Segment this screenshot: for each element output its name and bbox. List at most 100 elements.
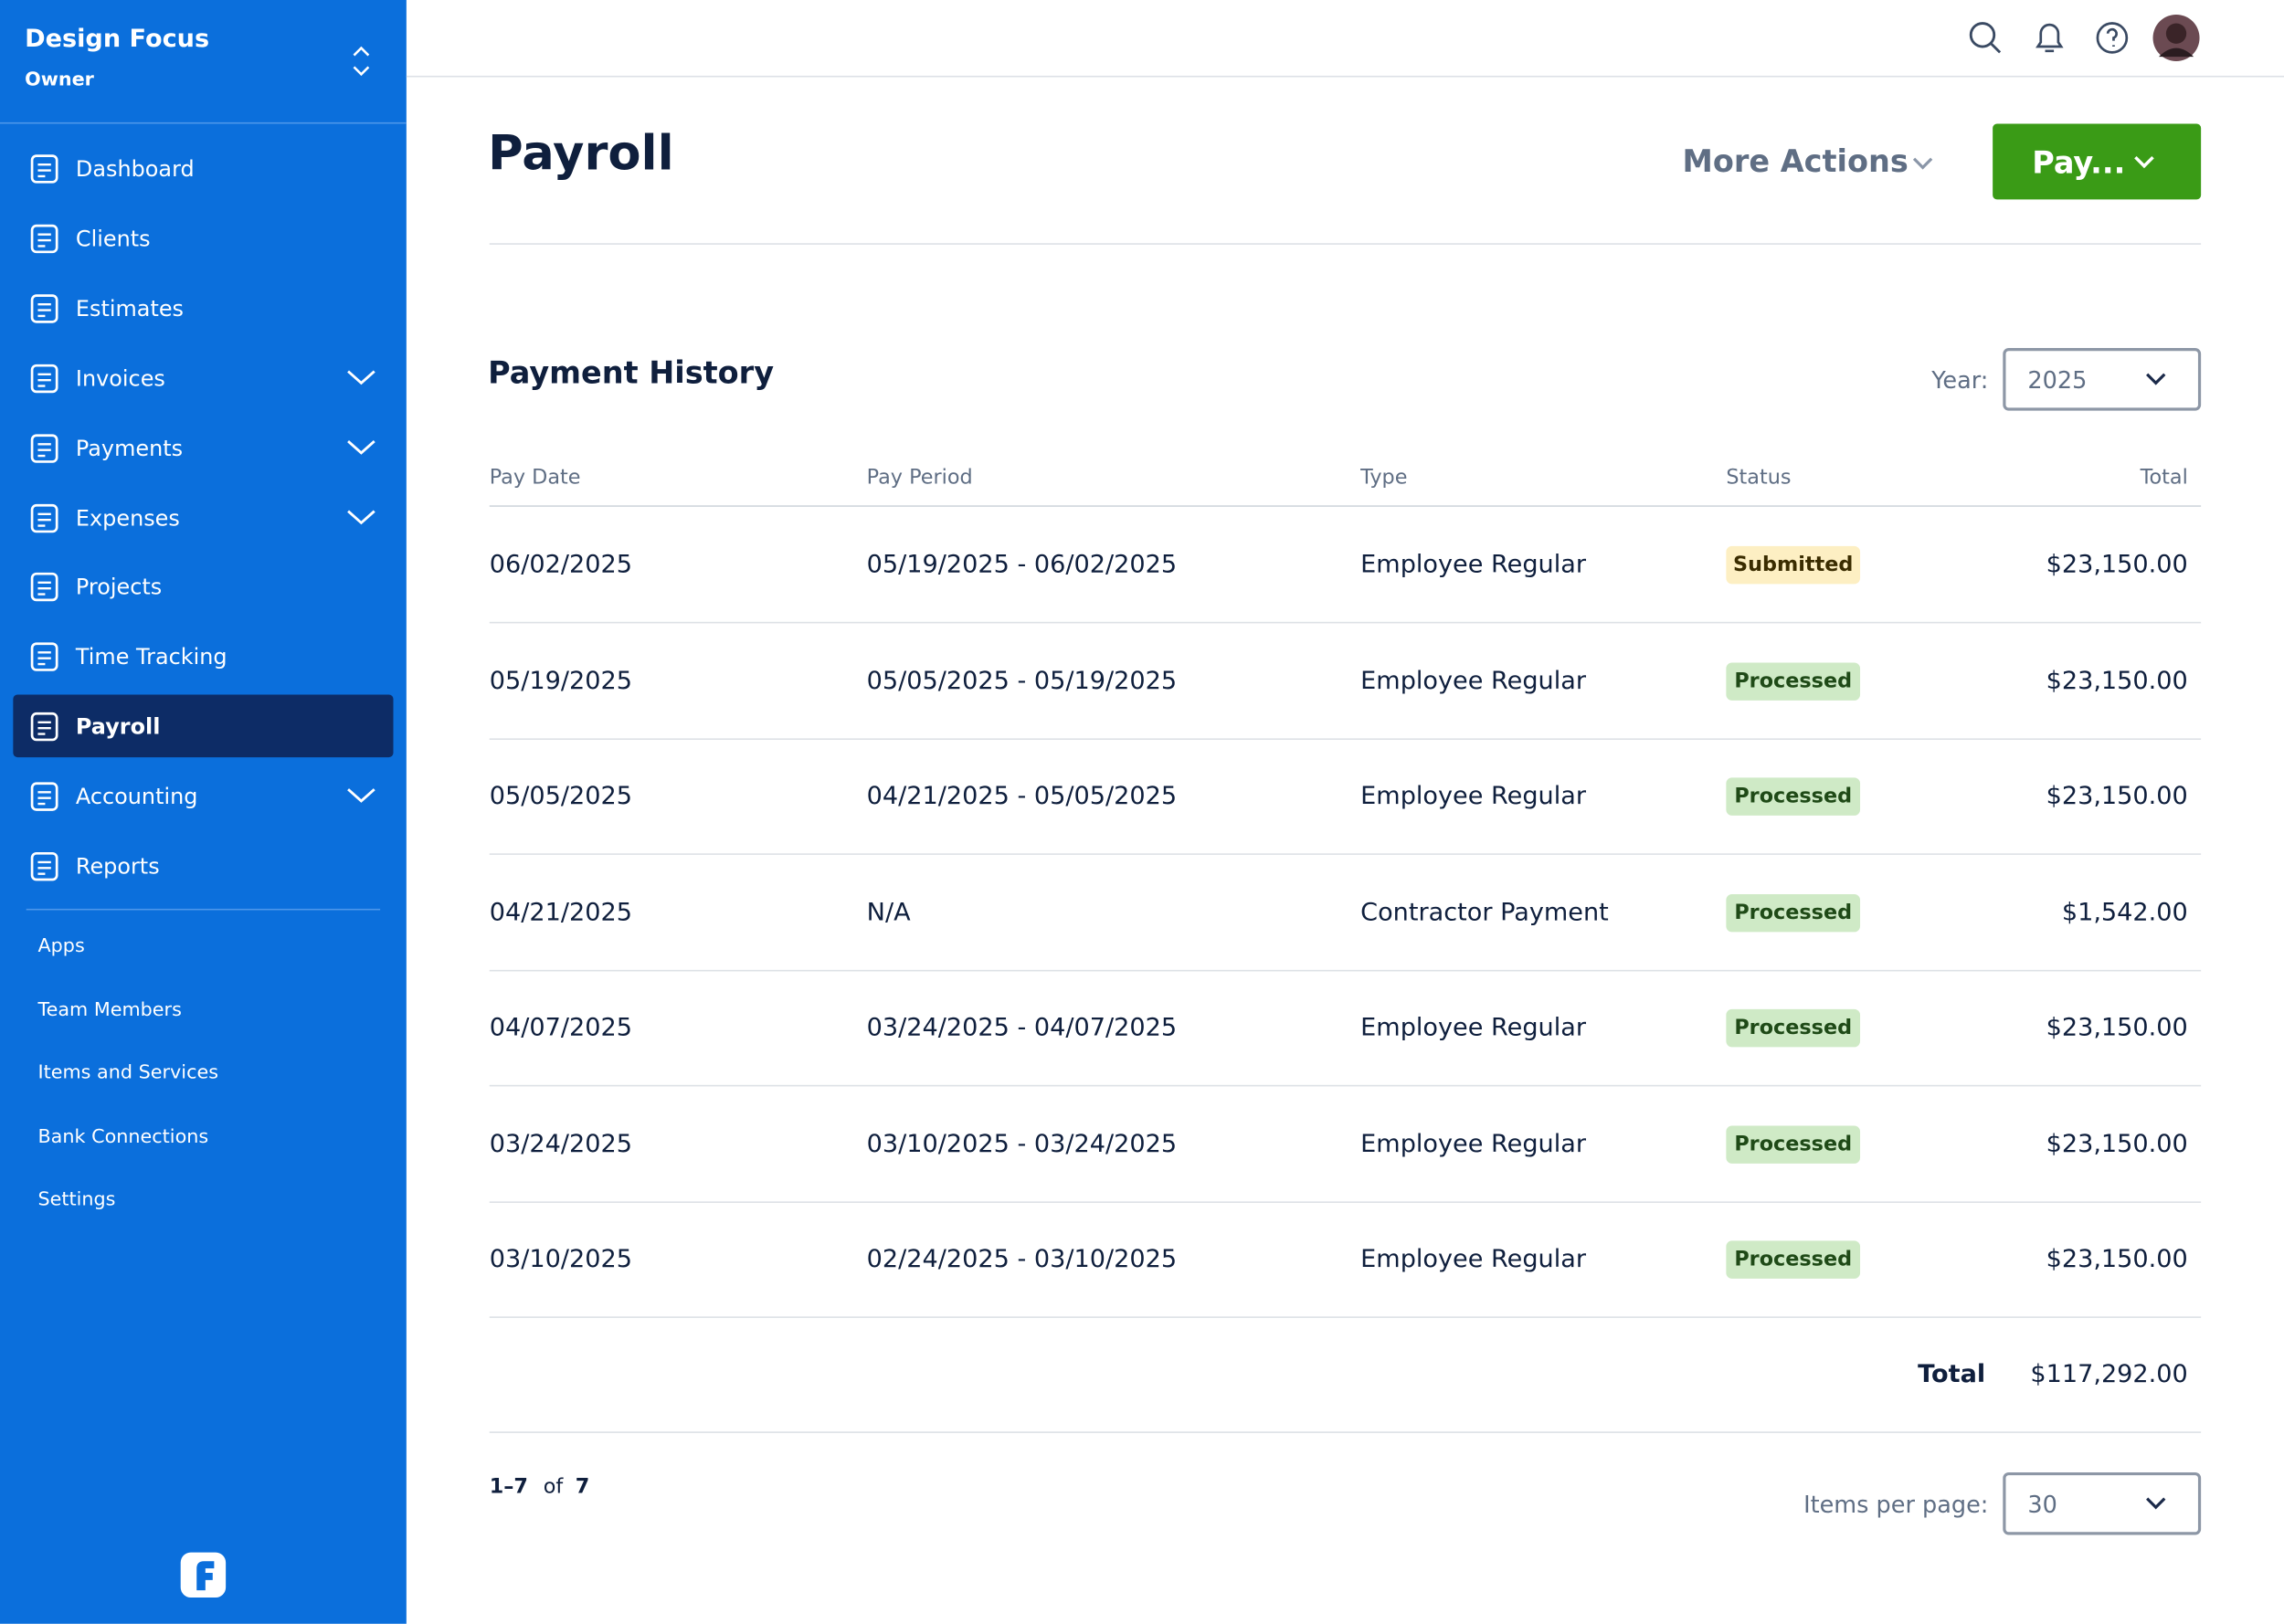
secondary-nav-item[interactable]: Apps (37, 935, 85, 958)
total-label: Total (1918, 1360, 1986, 1390)
nav-icon (30, 712, 58, 742)
cell: 04/07/2025 (489, 1013, 632, 1043)
expand-chevron[interactable] (345, 437, 377, 457)
column-header: Status (1726, 466, 1792, 490)
expand-chevron[interactable] (345, 786, 377, 806)
nav-icon (30, 364, 58, 393)
chevron (2134, 155, 2154, 169)
nav-item[interactable]: Dashboard (75, 155, 195, 183)
header-divider (489, 243, 2202, 245)
chevron (2146, 373, 2166, 385)
cell: 06/02/2025 (489, 550, 632, 580)
year-select[interactable] (2003, 348, 2202, 411)
company-name: Design Focus (25, 25, 210, 54)
nav-item[interactable]: Estimates (75, 295, 185, 322)
cell: $23,150.00 (2046, 782, 2188, 812)
cell: Employee Regular (1360, 782, 1587, 812)
expand-chevron[interactable] (345, 506, 377, 526)
row-line (489, 621, 2202, 624)
year-value[interactable]: 2025 (2027, 365, 2088, 395)
secondary-nav-item[interactable]: Team Members (37, 998, 182, 1021)
cell: $23,150.00 (2046, 550, 2188, 580)
status-badge (1726, 893, 1861, 932)
total-line (489, 1431, 2202, 1433)
page-of: of (543, 1475, 564, 1499)
nav-item[interactable]: Time Tracking (75, 644, 227, 670)
row-line (489, 1084, 2202, 1087)
chevron (2146, 1497, 2166, 1510)
cell: 04/21/2025 (489, 897, 632, 927)
cell: Contractor Payment (1360, 897, 1609, 927)
pay-button-label[interactable]: Pay... (2032, 145, 2126, 181)
secondary-nav-item[interactable]: Items and Services (37, 1062, 219, 1085)
divider (26, 908, 381, 911)
column-header: Pay Date (489, 466, 581, 490)
sidebar: Design Focus Owner Dashboard Clients Estimat… (0, 0, 407, 1624)
status-badge (1726, 1008, 1861, 1048)
row-line (489, 1200, 2202, 1203)
cell: 03/10/2025 (489, 1245, 632, 1275)
nav-icon (30, 573, 58, 602)
nav-item[interactable]: Clients (75, 225, 151, 252)
status-label: Processed (1734, 669, 1853, 693)
status-label: Submitted (1733, 553, 1854, 577)
cell: Employee Regular (1360, 550, 1587, 580)
cell: 05/19/2025 (489, 666, 632, 696)
nav-item[interactable]: Reports (75, 853, 160, 881)
more-actions[interactable]: More Actions (1682, 143, 1909, 180)
nav-item[interactable]: Projects (75, 574, 163, 601)
status-badge (1726, 661, 1861, 701)
row-line (489, 1316, 2202, 1318)
logo (180, 1552, 227, 1598)
nav-icon (30, 154, 58, 184)
user-role: Owner (25, 69, 94, 91)
nav-icon (30, 782, 58, 811)
per-page-select[interactable] (2003, 1471, 2202, 1535)
divider (0, 121, 407, 124)
nav-item[interactable]: Invoices (75, 364, 165, 392)
help-icon[interactable] (2095, 19, 2132, 57)
active-nav (13, 694, 394, 758)
cell: 03/24/2025 - 04/07/2025 (866, 1013, 1178, 1043)
header-line (489, 505, 2202, 507)
cell: 02/24/2025 - 03/10/2025 (866, 1245, 1178, 1275)
cell: $1,542.00 (2061, 897, 2188, 927)
cell: Employee Regular (1360, 666, 1587, 696)
row-line (489, 737, 2202, 740)
status-badge (1726, 777, 1861, 816)
pay-button[interactable] (1993, 123, 2202, 200)
nav-item[interactable]: Expenses (75, 504, 180, 532)
chevron[interactable] (1911, 153, 1935, 173)
avatar[interactable] (2152, 13, 2201, 62)
status-label: Processed (1734, 785, 1853, 808)
section-title: Payment History (488, 355, 775, 391)
secondary-nav-item[interactable]: Settings (37, 1189, 116, 1212)
secondary-nav-item[interactable]: Bank Connections (37, 1125, 209, 1148)
notifications-icon[interactable] (2032, 19, 2067, 57)
page-count: 7 (575, 1475, 590, 1499)
column-header: Total (2140, 466, 2188, 490)
nav-item[interactable]: Payroll (75, 713, 161, 741)
cell: Employee Regular (1360, 1013, 1587, 1043)
status-badge (1726, 545, 1861, 585)
topbar-border (406, 75, 2284, 78)
nav-item[interactable]: Accounting (75, 783, 198, 810)
search-icon[interactable] (1966, 19, 2004, 57)
row-line (489, 969, 2202, 971)
cell: Employee Regular (1360, 1129, 1587, 1159)
cell: N/A (866, 897, 911, 927)
cell: 05/05/2025 (489, 782, 632, 812)
nav-icon (30, 224, 58, 254)
cell: 05/19/2025 - 06/02/2025 (866, 550, 1178, 580)
column-header: Type (1360, 466, 1408, 490)
expand-chevron[interactable] (345, 366, 377, 386)
column-header: Pay Period (866, 466, 973, 490)
row-line (489, 853, 2202, 855)
status-label: Processed (1734, 1248, 1853, 1271)
cell: $23,150.00 (2046, 1129, 2188, 1159)
total-value: $117,292.00 (2030, 1360, 2188, 1390)
status-label: Processed (1734, 1132, 1853, 1156)
nav-item[interactable]: Payments (75, 435, 184, 461)
per-page-value[interactable]: 30 (2027, 1490, 2057, 1519)
